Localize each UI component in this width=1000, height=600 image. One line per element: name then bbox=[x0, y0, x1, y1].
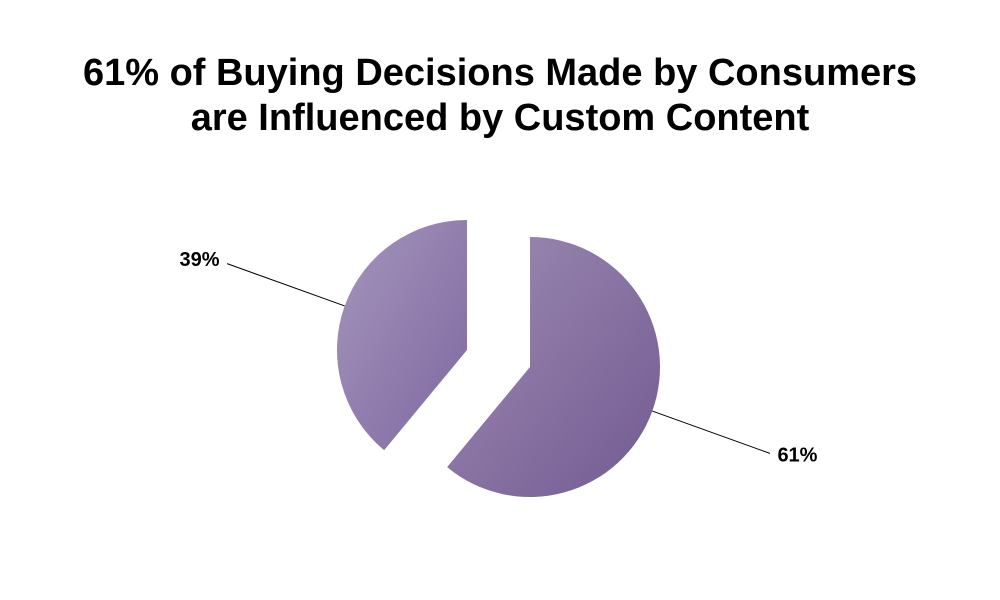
data-label: 39% bbox=[180, 249, 220, 271]
chart-title: 61% of Buying Decisions Made by Consumer… bbox=[83, 52, 917, 94]
slice-shine bbox=[337, 220, 467, 451]
chart-title: are Influenced by Custom Content bbox=[191, 97, 810, 139]
data-label: 61% bbox=[777, 444, 817, 466]
slice-shine bbox=[447, 237, 661, 497]
leader-line bbox=[652, 410, 771, 454]
leader-line bbox=[226, 263, 345, 307]
